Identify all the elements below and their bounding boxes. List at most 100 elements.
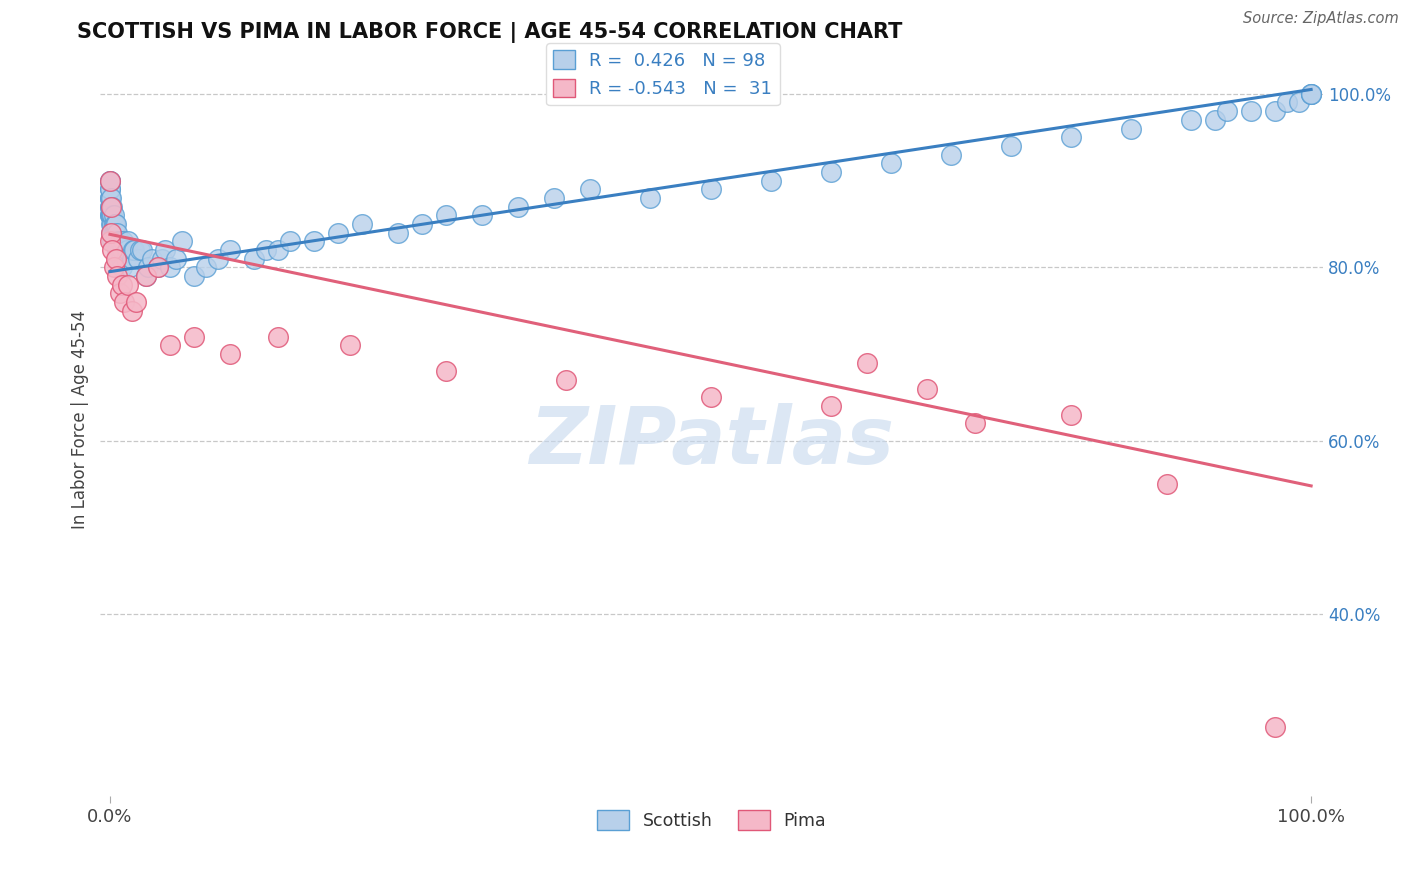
Point bbox=[103, 208, 125, 222]
Point bbox=[98, 200, 121, 214]
Point bbox=[146, 260, 169, 275]
Point bbox=[125, 295, 148, 310]
Text: ZIPatlas: ZIPatlas bbox=[529, 403, 894, 481]
Point bbox=[101, 200, 124, 214]
Point bbox=[98, 234, 121, 248]
Point bbox=[117, 234, 139, 248]
Point bbox=[100, 208, 122, 222]
Point bbox=[104, 234, 127, 248]
Point bbox=[640, 191, 662, 205]
Point bbox=[141, 252, 163, 266]
Y-axis label: In Labor Force | Age 45-54: In Labor Force | Age 45-54 bbox=[72, 310, 89, 529]
Point bbox=[121, 303, 143, 318]
Point bbox=[112, 234, 135, 248]
Text: SCOTTISH VS PIMA IN LABOR FORCE | AGE 45-54 CORRELATION CHART: SCOTTISH VS PIMA IN LABOR FORCE | AGE 45… bbox=[77, 22, 903, 44]
Point bbox=[411, 217, 433, 231]
Point bbox=[98, 208, 121, 222]
Point bbox=[1216, 104, 1239, 119]
Point bbox=[100, 217, 122, 231]
Point bbox=[699, 391, 721, 405]
Point bbox=[963, 417, 986, 431]
Point bbox=[1060, 408, 1083, 422]
Point bbox=[352, 217, 374, 231]
Point bbox=[103, 226, 125, 240]
Point bbox=[129, 243, 152, 257]
Point bbox=[104, 226, 127, 240]
Point bbox=[1240, 104, 1263, 119]
Point bbox=[98, 191, 121, 205]
Point bbox=[127, 252, 149, 266]
Point bbox=[100, 200, 122, 214]
Point bbox=[101, 226, 124, 240]
Point bbox=[328, 226, 350, 240]
Point bbox=[1301, 87, 1323, 101]
Point bbox=[302, 234, 325, 248]
Point bbox=[543, 191, 565, 205]
Point bbox=[101, 243, 124, 257]
Point bbox=[1156, 477, 1178, 491]
Point bbox=[579, 182, 602, 196]
Point bbox=[104, 217, 127, 231]
Point bbox=[108, 243, 131, 257]
Point bbox=[159, 338, 181, 352]
Point bbox=[1275, 95, 1298, 110]
Point bbox=[159, 260, 181, 275]
Point bbox=[111, 277, 134, 292]
Text: Source: ZipAtlas.com: Source: ZipAtlas.com bbox=[1243, 11, 1399, 26]
Point bbox=[98, 173, 121, 187]
Point bbox=[759, 173, 782, 187]
Point bbox=[1288, 95, 1310, 110]
Point bbox=[820, 399, 842, 413]
Point bbox=[100, 200, 122, 214]
Point bbox=[105, 268, 128, 283]
Point bbox=[107, 234, 129, 248]
Point bbox=[120, 260, 142, 275]
Point bbox=[111, 260, 134, 275]
Point bbox=[104, 217, 127, 231]
Point bbox=[98, 173, 121, 187]
Point bbox=[1264, 720, 1286, 734]
Point bbox=[207, 252, 229, 266]
Point bbox=[471, 208, 494, 222]
Point bbox=[1204, 112, 1226, 127]
Point bbox=[131, 243, 153, 257]
Point bbox=[219, 243, 242, 257]
Point bbox=[122, 243, 145, 257]
Point bbox=[98, 200, 121, 214]
Point bbox=[107, 252, 129, 266]
Point bbox=[183, 268, 205, 283]
Point bbox=[121, 252, 143, 266]
Point bbox=[880, 156, 903, 170]
Point bbox=[1119, 121, 1142, 136]
Point bbox=[104, 226, 127, 240]
Legend: Scottish, Pima: Scottish, Pima bbox=[591, 803, 834, 837]
Point bbox=[105, 226, 128, 240]
Point bbox=[1000, 139, 1022, 153]
Point bbox=[915, 382, 938, 396]
Point bbox=[103, 217, 125, 231]
Point bbox=[146, 260, 169, 275]
Point bbox=[555, 373, 578, 387]
Point bbox=[115, 243, 138, 257]
Point bbox=[117, 277, 139, 292]
Point bbox=[112, 295, 135, 310]
Point bbox=[508, 200, 530, 214]
Point bbox=[1264, 104, 1286, 119]
Point bbox=[98, 191, 121, 205]
Point bbox=[138, 260, 160, 275]
Point bbox=[114, 252, 136, 266]
Point bbox=[855, 356, 877, 370]
Point bbox=[1301, 87, 1323, 101]
Point bbox=[939, 147, 962, 161]
Point bbox=[101, 208, 124, 222]
Point bbox=[165, 252, 187, 266]
Point bbox=[820, 165, 842, 179]
Point bbox=[267, 243, 290, 257]
Point bbox=[100, 226, 122, 240]
Point bbox=[254, 243, 277, 257]
Point bbox=[278, 234, 301, 248]
Point bbox=[101, 234, 124, 248]
Point bbox=[98, 208, 121, 222]
Point bbox=[111, 243, 134, 257]
Point bbox=[100, 208, 122, 222]
